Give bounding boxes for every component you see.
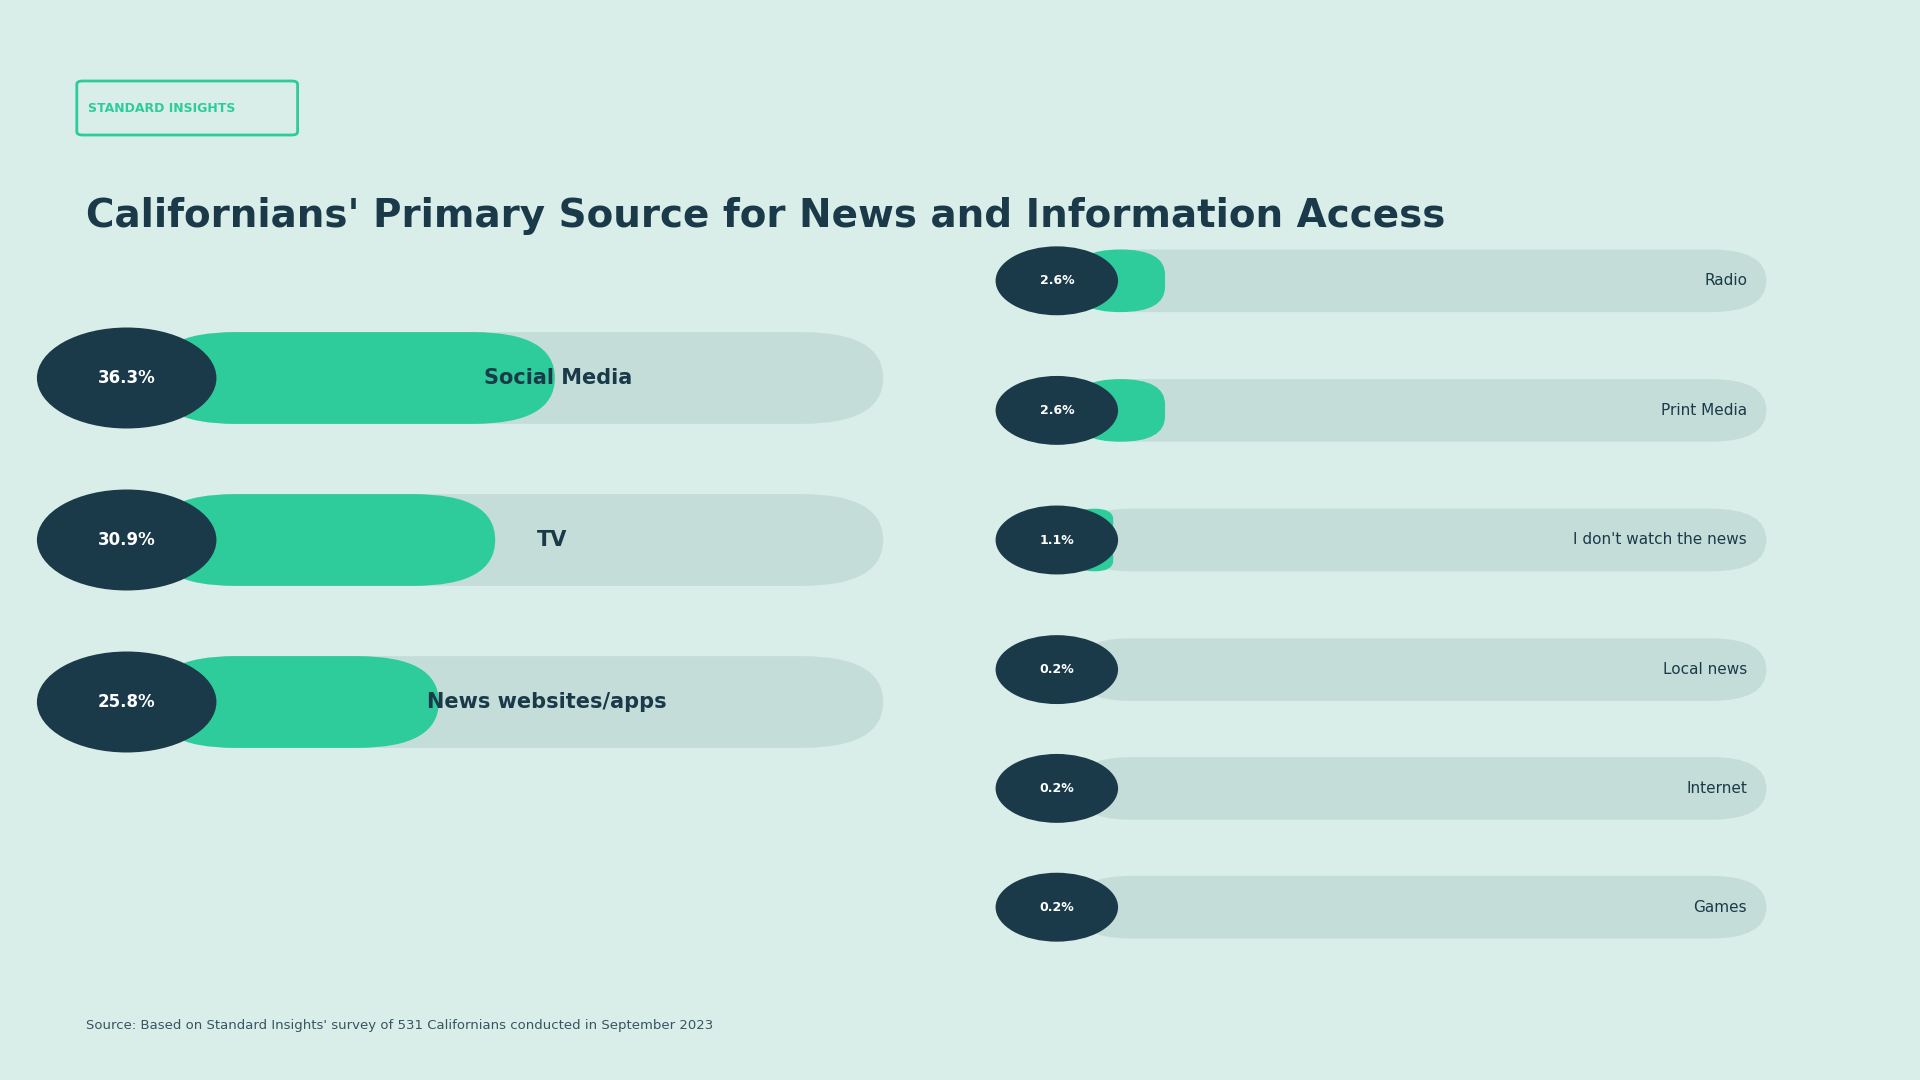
FancyBboxPatch shape	[1075, 249, 1766, 312]
Text: 25.8%: 25.8%	[98, 693, 156, 711]
FancyBboxPatch shape	[154, 656, 883, 747]
Circle shape	[996, 635, 1117, 704]
Text: 0.2%: 0.2%	[1039, 663, 1073, 676]
Text: Local news: Local news	[1663, 662, 1747, 677]
Text: STANDARD INSIGHTS: STANDARD INSIGHTS	[88, 102, 236, 114]
FancyBboxPatch shape	[1075, 638, 1083, 701]
FancyBboxPatch shape	[1075, 876, 1083, 939]
FancyBboxPatch shape	[1075, 249, 1165, 312]
Circle shape	[36, 327, 217, 429]
Text: Print Media: Print Media	[1661, 403, 1747, 418]
Text: Social Media: Social Media	[484, 368, 634, 388]
Text: Internet: Internet	[1686, 781, 1747, 796]
Text: 0.2%: 0.2%	[1039, 901, 1073, 914]
FancyBboxPatch shape	[1075, 757, 1766, 820]
FancyBboxPatch shape	[154, 333, 883, 423]
FancyBboxPatch shape	[154, 656, 440, 747]
Circle shape	[996, 754, 1117, 823]
Text: Source: Based on Standard Insights' survey of 531 Californians conducted in Sept: Source: Based on Standard Insights' surv…	[86, 1020, 714, 1032]
FancyBboxPatch shape	[154, 333, 555, 423]
FancyBboxPatch shape	[1075, 509, 1766, 571]
Circle shape	[996, 505, 1117, 575]
FancyBboxPatch shape	[1075, 509, 1114, 571]
Circle shape	[996, 873, 1117, 942]
Text: TV: TV	[538, 530, 568, 550]
Text: 30.9%: 30.9%	[98, 531, 156, 549]
Text: 36.3%: 36.3%	[98, 369, 156, 387]
Text: Californians' Primary Source for News and Information Access: Californians' Primary Source for News an…	[86, 197, 1446, 235]
Text: News websites/apps: News websites/apps	[426, 692, 666, 712]
FancyBboxPatch shape	[1075, 379, 1766, 442]
Circle shape	[996, 246, 1117, 315]
FancyBboxPatch shape	[1075, 876, 1766, 939]
Text: 0.2%: 0.2%	[1039, 782, 1073, 795]
Text: 1.1%: 1.1%	[1039, 534, 1073, 546]
Text: 2.6%: 2.6%	[1039, 274, 1073, 287]
Circle shape	[36, 651, 217, 753]
Circle shape	[996, 376, 1117, 445]
Text: 2.6%: 2.6%	[1039, 404, 1073, 417]
FancyBboxPatch shape	[1075, 379, 1165, 442]
Circle shape	[36, 489, 217, 591]
Text: Games: Games	[1693, 900, 1747, 915]
FancyBboxPatch shape	[154, 495, 495, 585]
FancyBboxPatch shape	[154, 495, 883, 585]
FancyBboxPatch shape	[1075, 638, 1766, 701]
Text: Radio: Radio	[1705, 273, 1747, 288]
FancyBboxPatch shape	[1075, 757, 1083, 820]
Text: I don't watch the news: I don't watch the news	[1574, 532, 1747, 548]
